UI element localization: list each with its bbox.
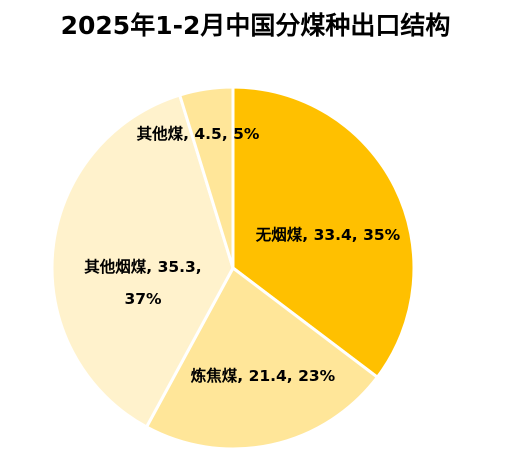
slice-label-anthracite: 无烟煤, 33.4, 35% [255,225,401,244]
slice-label-other-bituminous-line1: 其他烟煤, 35.3, [84,257,201,276]
slice-coking-coal [145,266,379,451]
slice-other-bituminous [50,93,235,429]
pie-slices [50,85,416,451]
slice-label-other-coal: 其他煤, 4.5, 5% [137,124,260,143]
slice-label-coking-coal: 炼焦煤, 21.4, 23% [191,366,336,385]
slice-label-other-bituminous-line2: 37% [124,290,162,308]
chart-title: 2025年1-2月中国分煤种出口结构 [60,11,451,40]
slice-anthracite [231,85,416,379]
slice-other-coal [178,85,235,270]
pie-labels: 无烟煤, 33.4, 35% 炼焦煤, 21.4, 23% 其他烟煤, 35.3… [84,124,400,385]
